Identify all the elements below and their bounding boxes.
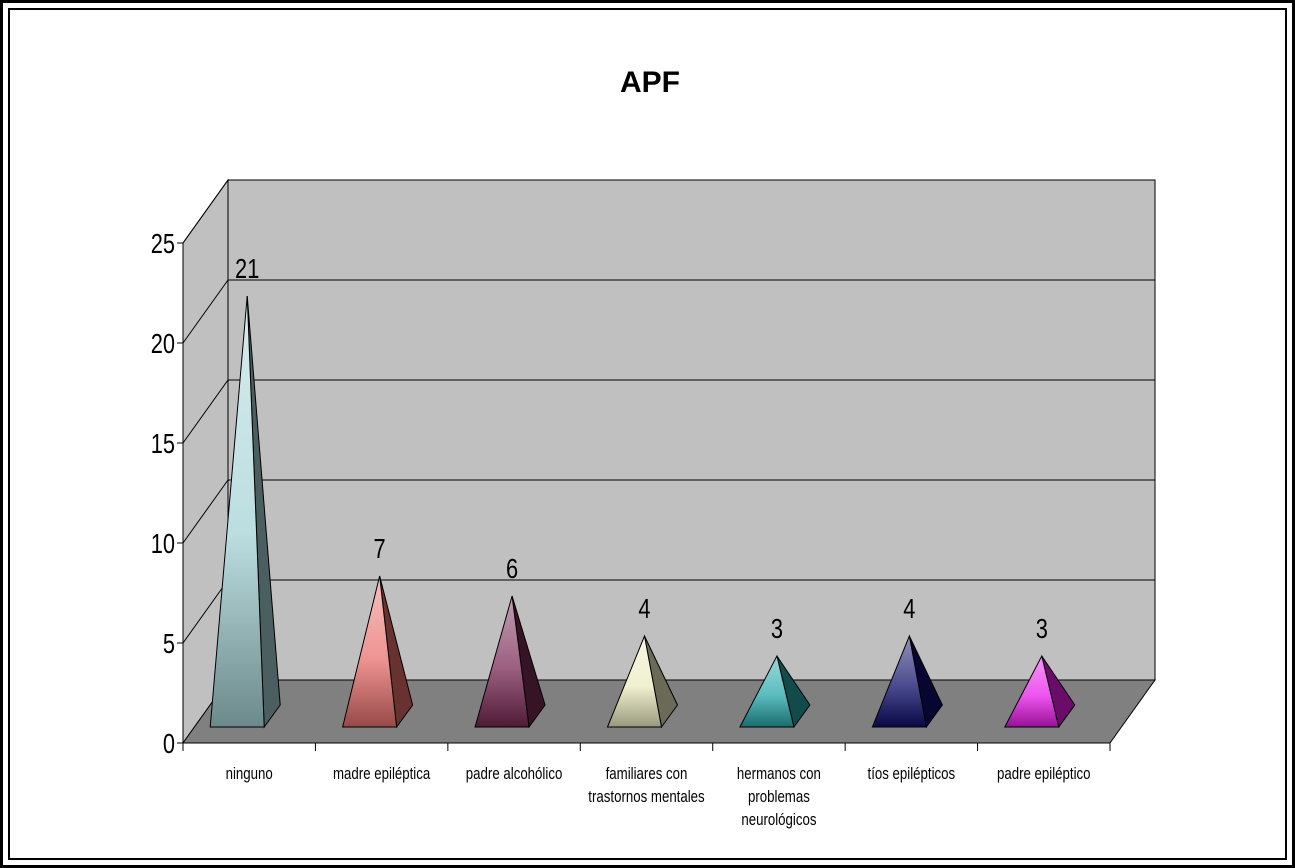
x-tick-label-line: madre epiléptica (333, 765, 431, 784)
chart-walls (182, 178, 1156, 745)
chart-title: APF (620, 66, 680, 99)
x-tick-label-line: problemas (748, 788, 810, 807)
bars (209, 295, 1076, 729)
x-tick-label-line: familiares con (606, 765, 688, 784)
x-tick-label-line: padre alcohólico (466, 765, 563, 784)
gridline-side (182, 379, 229, 444)
back-wall (227, 179, 1156, 681)
data-label: 3 (1036, 613, 1048, 644)
x-tick-label: padre epiléptico (997, 765, 1091, 784)
x-tick-label-line: hermanos con (737, 765, 821, 784)
gridline-side (182, 179, 229, 244)
pyramid-bar (474, 595, 546, 729)
data-label: 4 (903, 593, 915, 624)
gridline-side (182, 579, 229, 644)
y-tick-label: 10 (151, 528, 175, 559)
chart-frame-inner (8, 8, 1287, 860)
pyramid-front-face (209, 295, 265, 728)
pyramid-bar (209, 295, 281, 729)
x-tick-label: madre epiléptica (333, 765, 431, 784)
gridline-side (182, 479, 229, 544)
x-tick-label: hermanos con problemas neurológicos (737, 765, 821, 830)
x-tick-label: ninguno (226, 765, 273, 784)
y-axis: 0 5 10 15 20 25 (151, 228, 184, 760)
x-tick-label-line: tíos epilépticos (868, 765, 956, 784)
y-tick-label: 15 (151, 428, 175, 459)
gridline-side (182, 279, 229, 344)
x-tick-label-line: neurológicos (741, 811, 816, 830)
y-tick-label: 25 (151, 228, 175, 259)
pyramid-bar (871, 634, 943, 729)
pyramid-front-face (739, 654, 795, 728)
pyramid-front-face (1003, 654, 1060, 728)
pyramid-bar (739, 654, 811, 729)
pyramid-bar (606, 634, 679, 729)
data-label: 4 (638, 593, 650, 624)
pyramid-front-face (606, 634, 663, 728)
x-axis: ninguno madre epiléptica padre alcohólico f… (182, 742, 1111, 830)
pyramid-bar (342, 575, 414, 729)
data-label: 21 (235, 253, 259, 284)
data-label: 3 (771, 613, 783, 644)
y-tick-label: 20 (151, 328, 175, 359)
x-tick-label-line: padre epiléptico (997, 765, 1091, 784)
data-labels: 21 7 6 4 3 4 3 (235, 253, 1048, 644)
pyramid-front-face (474, 595, 530, 728)
x-tick-label-line: trastornos mentales (588, 788, 705, 807)
pyramid-front-face (342, 575, 398, 728)
data-label: 7 (374, 533, 386, 564)
data-label: 6 (506, 553, 518, 584)
pyramid-front-face (871, 634, 927, 728)
x-tick-label-line: ninguno (226, 765, 273, 784)
y-tick-label: 5 (163, 628, 175, 659)
y-tick-label: 0 (163, 728, 175, 759)
x-tick-label: tíos epilépticos (868, 765, 956, 784)
pyramid-bar (1003, 654, 1076, 729)
x-tick-label: familiares con trastornos mentales (588, 765, 705, 807)
x-tick-label: padre alcohólico (466, 765, 563, 784)
